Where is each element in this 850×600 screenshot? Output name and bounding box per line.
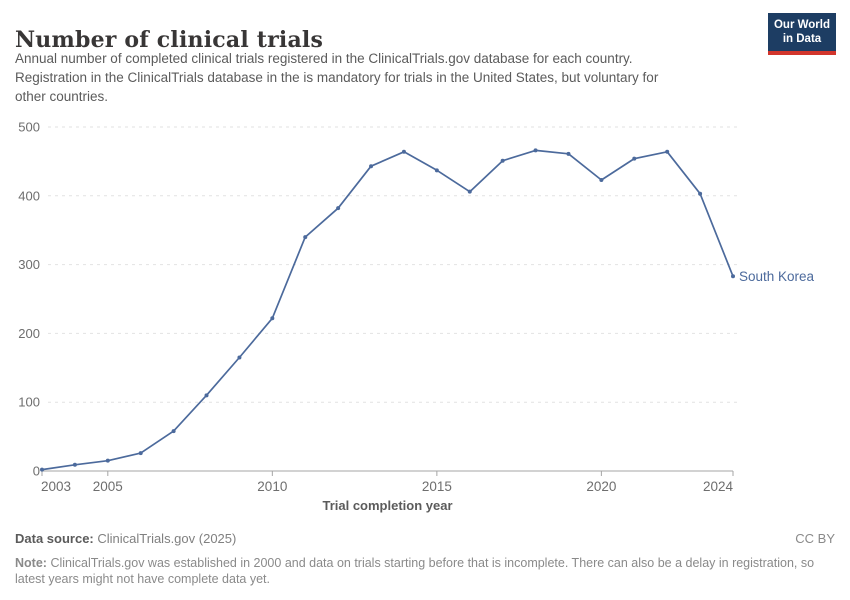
data-point	[72, 462, 77, 467]
data-point	[369, 164, 374, 169]
subtitle-line: Registration in the ClinicalTrials datab…	[15, 70, 659, 85]
series-line	[41, 149, 734, 471]
y-tick-label: 0	[33, 464, 40, 479]
chart-note: Note: ClinicalTrials.gov was established…	[15, 555, 835, 587]
license-badge[interactable]: CC BY	[795, 531, 835, 546]
y-tick-label: 100	[18, 395, 40, 410]
data-point	[336, 206, 341, 211]
data-point	[632, 156, 637, 161]
x-tick-label: 2024	[703, 479, 734, 494]
source-row: Data source: ClinicalTrials.gov (2025) C…	[15, 531, 835, 546]
data-point	[500, 158, 505, 163]
y-tick-label: 200	[18, 326, 40, 341]
x-tick-label: 2003	[41, 479, 71, 494]
x-tick-label: 2010	[257, 479, 287, 494]
data-point	[105, 458, 110, 463]
data-source-link[interactable]: ClinicalTrials.gov (2025)	[97, 531, 237, 546]
owid-logo-line2: in Data	[782, 32, 822, 45]
data-point	[171, 429, 176, 434]
owid-logo-red-bar	[768, 51, 836, 55]
data-point	[401, 149, 406, 154]
y-tick-label: 500	[18, 120, 40, 135]
data-source-label: Data source:	[15, 531, 94, 546]
data-point	[138, 451, 143, 456]
chart-subtitle: Annual number of completed clinical tria…	[15, 49, 658, 106]
series-end-label: South Korea	[739, 269, 815, 284]
x-tick-label: 2015	[422, 479, 452, 494]
owid-logo-text: Our World in Data	[768, 13, 836, 51]
owid-logo-line1: Our World	[773, 19, 830, 31]
data-point	[599, 177, 604, 182]
chart-area: 0 100 200 300 400 500 2003 2005 2010 2015 2020 2024…	[0, 110, 850, 522]
note-label: Note:	[15, 556, 47, 570]
y-tick-label: 400	[18, 188, 40, 203]
chart-footer: Data source: ClinicalTrials.gov (2025) C…	[15, 531, 835, 587]
data-point	[698, 191, 703, 196]
data-point	[731, 274, 735, 279]
line-chart: 0 100 200 300 400 500 2003 2005 2010 2015 2020 2024…	[18, 120, 815, 514]
note-text: ClinicalTrials.gov was established in 20…	[15, 556, 815, 586]
subtitle-line: other countries.	[15, 89, 109, 104]
page-title: Number of clinical trials	[15, 26, 324, 53]
data-source: Data source: ClinicalTrials.gov (2025)	[15, 531, 236, 546]
data-point	[533, 148, 538, 153]
data-point	[40, 467, 44, 472]
data-point	[303, 235, 308, 240]
data-point	[665, 149, 670, 154]
data-point	[204, 393, 209, 398]
y-tick-label: 300	[18, 257, 40, 272]
owid-logo[interactable]: Our World in Data	[768, 13, 836, 55]
subtitle-line: Annual number of completed clinical tria…	[15, 51, 633, 66]
data-point	[434, 168, 439, 173]
x-tick-label: 2020	[586, 479, 616, 494]
data-point	[566, 151, 571, 156]
x-axis-title: Trial completion year	[322, 498, 452, 513]
x-tick-label: 2005	[93, 479, 123, 494]
data-point	[237, 355, 242, 360]
data-point	[270, 316, 275, 321]
data-point	[467, 189, 472, 194]
